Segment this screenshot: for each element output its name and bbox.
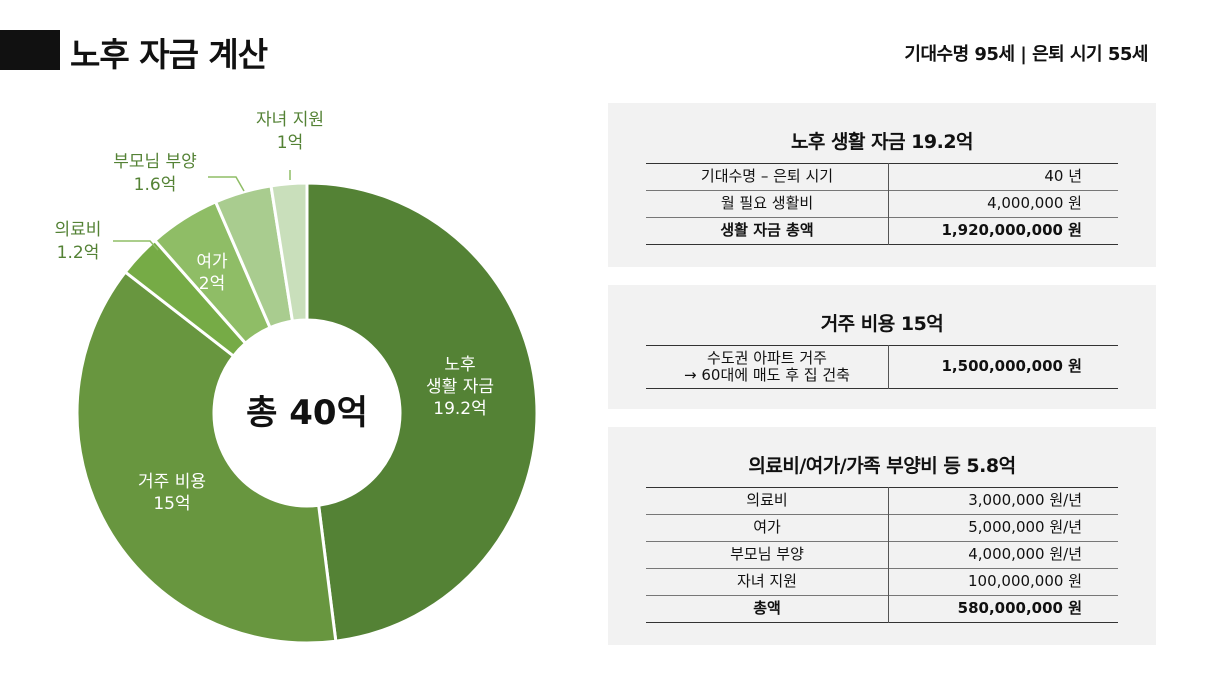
donut-slice-1: [75, 269, 338, 645]
row-value: 1,920,000,000 원: [941, 221, 1083, 240]
page-subtitle: 기대수명 95세 | 은퇴 시기 55세: [904, 44, 1148, 65]
panel-title: 의료비/여가/가족 부양비 등 5.8억: [748, 455, 1016, 477]
row-label: 부모님 부양: [646, 541, 889, 569]
table-row: 수도권 아파트 거주 → 60대에 매도 후 집 건축 1,500,000,00…: [646, 345, 1118, 389]
table-row: 기대수명 – 은퇴 시기 40 년: [646, 163, 1118, 191]
row-value: 1,500,000,000 원: [941, 357, 1083, 376]
panel-title: 거주 비용 15억: [820, 313, 944, 335]
row-value: 4,000,000 원/년: [968, 545, 1082, 564]
slice-label-0: 노후 생활 자금 19.2억: [426, 355, 494, 419]
donut-slice-0: [305, 181, 539, 643]
slice-label-3: 여가 2억: [196, 252, 228, 294]
table-row: 월 필요 생활비 4,000,000 원: [646, 190, 1118, 218]
panel-table: 의료비 3,000,000 원/년 여가 5,000,000 원/년 부모님 부…: [646, 487, 1118, 623]
row-value: 100,000,000 원: [968, 572, 1082, 591]
leader-line-2: [113, 240, 159, 251]
donut-slice-5: [269, 181, 309, 323]
slice-label-4: 부모님 부양 1.6억: [113, 152, 197, 195]
slice-label-5: 자녀 지원 1억: [256, 110, 324, 153]
panel-housing: 거주 비용 15억 수도권 아파트 거주 → 60대에 매도 후 집 건축 1,…: [608, 285, 1156, 409]
row-label: 월 필요 생활비: [646, 190, 889, 218]
row-value: 40 년: [1044, 167, 1082, 186]
row-value: 4,000,000 원: [987, 194, 1082, 213]
donut-center-label: 총 40억: [246, 393, 368, 433]
row-label: 수도권 아파트 거주 → 60대에 매도 후 집 건축: [646, 345, 889, 389]
panel-table: 수도권 아파트 거주 → 60대에 매도 후 집 건축 1,500,000,00…: [646, 345, 1118, 389]
row-label: 총액: [646, 595, 889, 623]
title-accent-bar: [0, 30, 60, 70]
table-row: 여가 5,000,000 원/년: [646, 514, 1118, 542]
table-row: 자녀 지원 100,000,000 원: [646, 568, 1118, 596]
row-value: 5,000,000 원/년: [968, 518, 1082, 537]
row-value: 580,000,000 원: [957, 599, 1082, 618]
row-label: 생활 자금 총액: [646, 217, 889, 245]
slice-label-2: 의료비 1.2억: [55, 220, 102, 263]
row-value: 3,000,000 원/년: [968, 491, 1082, 510]
leader-line-4: [208, 176, 245, 192]
table-row-total: 생활 자금 총액 1,920,000,000 원: [646, 217, 1118, 245]
row-label: 기대수명 – 은퇴 시기: [646, 163, 889, 191]
panel-title: 노후 생활 자금 19.2억: [790, 131, 974, 153]
slice-label-1: 거주 비용 15억: [138, 472, 206, 514]
panel-living-fund: 노후 생활 자금 19.2억 기대수명 – 은퇴 시기 40 년 월 필요 생활…: [608, 103, 1156, 267]
page-title: 노후 자금 계산: [70, 35, 268, 74]
panel-table: 기대수명 – 은퇴 시기 40 년 월 필요 생활비 4,000,000 원 생…: [646, 163, 1118, 245]
table-row: 의료비 3,000,000 원/년: [646, 487, 1118, 515]
row-label: 의료비: [646, 487, 889, 515]
panel-medical-leisure-family: 의료비/여가/가족 부양비 등 5.8억 의료비 3,000,000 원/년 여…: [608, 427, 1156, 645]
table-row: 부모님 부양 4,000,000 원/년: [646, 541, 1118, 569]
row-label: 자녀 지원: [646, 568, 889, 596]
row-label: 여가: [646, 514, 889, 542]
table-row-total: 총액 580,000,000 원: [646, 595, 1118, 623]
